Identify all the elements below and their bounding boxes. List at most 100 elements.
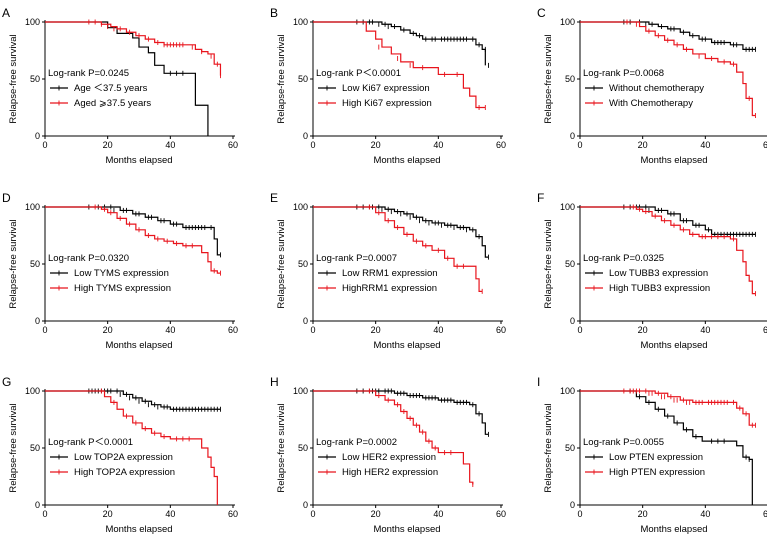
y-tick-label: 50 xyxy=(298,443,308,453)
y-tick-label: 50 xyxy=(565,443,575,453)
x-tick-label: 40 xyxy=(433,325,443,335)
y-tick-label: 50 xyxy=(298,74,308,84)
x-tick-label: 20 xyxy=(371,325,381,335)
survival-curve-red xyxy=(45,21,222,76)
survival-curve-black xyxy=(313,21,486,66)
y-axis-label: Relapse-free survival xyxy=(276,403,287,492)
x-tick-label: 60 xyxy=(496,140,506,150)
x-axis-label: Months elapsed xyxy=(105,524,172,535)
y-axis-label: Relapse-free survival xyxy=(8,219,19,308)
legend-label: Low Ki67 expression xyxy=(342,83,430,94)
legend-label: Low TUBB3 expression xyxy=(609,268,708,279)
km-panel-e: E 0 20 40 60 0 50 100 Months elapsed Relapse-free… xyxy=(270,191,506,351)
survival-curve-red xyxy=(313,21,486,109)
y-axis-label: Relapse-free survival xyxy=(276,34,287,123)
legend-label: With Chemotherapy xyxy=(609,98,693,109)
km-panel-h: H 0 20 40 60 0 50 100 Months elapsed Relapse-free… xyxy=(270,375,506,535)
y-tick-label: 50 xyxy=(30,443,40,453)
x-tick-label: 0 xyxy=(577,140,582,150)
x-tick-label: 60 xyxy=(763,325,767,335)
y-tick-label: 100 xyxy=(25,202,40,212)
survival-curve-red xyxy=(45,390,218,505)
x-tick-label: 60 xyxy=(763,140,767,150)
x-axis-label: Months elapsed xyxy=(640,340,707,351)
x-axis-label: Months elapsed xyxy=(105,340,172,351)
x-tick-label: 40 xyxy=(700,509,710,519)
x-tick-label: 20 xyxy=(371,140,381,150)
panel-label: F xyxy=(537,191,544,205)
survival-curve-black xyxy=(313,390,489,435)
x-tick-label: 60 xyxy=(496,509,506,519)
x-tick-label: 0 xyxy=(42,325,47,335)
logrank-pvalue: Log-rank P=0.0007 xyxy=(316,253,397,264)
panel-label: E xyxy=(270,191,278,205)
legend-label: HighRRM1 expression xyxy=(342,283,437,294)
x-tick-label: 40 xyxy=(433,140,443,150)
km-panel-d: D 0 20 40 60 0 50 100 Months elapsed Relapse-free… xyxy=(2,191,238,351)
panel-label: I xyxy=(537,375,540,389)
y-tick-label: 0 xyxy=(570,316,575,326)
survival-curve-black xyxy=(313,206,489,258)
legend-label: Low RRM1 expression xyxy=(342,268,438,279)
logrank-pvalue: Log-rank P=0.0055 xyxy=(583,437,664,448)
survival-curve-black xyxy=(45,21,209,136)
panel-label: A xyxy=(2,6,10,20)
y-axis-label: Relapse-free survival xyxy=(8,34,19,123)
x-tick-label: 40 xyxy=(165,509,175,519)
logrank-pvalue: Log-rank P＜0.0001 xyxy=(316,68,401,79)
legend-label: High TUBB3 expression xyxy=(609,283,710,294)
km-panel-a: A 0 20 40 60 0 50 100 Months elapsed Relapse-free… xyxy=(2,6,238,166)
y-tick-label: 0 xyxy=(303,131,308,141)
survival-curve-black xyxy=(580,390,753,505)
survival-curve-red xyxy=(45,206,221,274)
y-tick-label: 100 xyxy=(293,386,308,396)
logrank-pvalue: Log-rank P=0.0320 xyxy=(48,253,129,264)
x-tick-label: 0 xyxy=(42,509,47,519)
y-tick-label: 0 xyxy=(303,316,308,326)
x-tick-label: 60 xyxy=(228,325,238,335)
x-axis-label: Months elapsed xyxy=(105,155,172,166)
x-axis-label: Months elapsed xyxy=(373,155,440,166)
x-tick-label: 20 xyxy=(103,325,113,335)
logrank-pvalue: Log-rank P＜0.0001 xyxy=(48,437,133,448)
x-axis-label: Months elapsed xyxy=(373,524,440,535)
y-axis-label: Relapse-free survival xyxy=(276,219,287,308)
x-tick-label: 40 xyxy=(700,325,710,335)
legend-label: High Ki67 expression xyxy=(342,98,432,109)
km-panel-b: B 0 20 40 60 0 50 100 Months elapsed Relapse-free… xyxy=(270,6,506,166)
y-tick-label: 100 xyxy=(560,386,575,396)
y-axis-label: Relapse-free survival xyxy=(543,34,554,123)
logrank-pvalue: Log-rank P=0.0325 xyxy=(583,253,664,264)
survival-curve-black xyxy=(45,206,221,256)
legend-label: Low TYMS expression xyxy=(74,268,169,279)
x-tick-label: 20 xyxy=(103,140,113,150)
x-tick-label: 20 xyxy=(103,509,113,519)
x-tick-label: 40 xyxy=(165,140,175,150)
x-tick-label: 60 xyxy=(763,509,767,519)
logrank-pvalue: Log-rank P=0.0002 xyxy=(316,437,397,448)
x-tick-label: 40 xyxy=(165,325,175,335)
survival-curve-black xyxy=(580,206,756,235)
x-tick-label: 20 xyxy=(638,325,648,335)
survival-curve-black xyxy=(45,390,221,410)
survival-curve-red xyxy=(313,390,474,485)
legend-label: Age ＜37.5 years xyxy=(74,83,148,94)
panel-label: G xyxy=(2,375,11,389)
y-tick-label: 50 xyxy=(565,74,575,84)
y-tick-label: 0 xyxy=(303,500,308,510)
legend-label: Without chemotherapy xyxy=(609,83,704,94)
survival-curve-red xyxy=(580,390,756,426)
y-tick-label: 0 xyxy=(570,500,575,510)
x-tick-label: 20 xyxy=(638,140,648,150)
survival-curve-red xyxy=(580,206,756,295)
x-tick-label: 0 xyxy=(310,325,315,335)
x-tick-label: 20 xyxy=(371,509,381,519)
panel-label: B xyxy=(270,6,278,20)
y-axis-label: Relapse-free survival xyxy=(543,219,554,308)
panel-label: D xyxy=(2,191,11,205)
y-tick-label: 100 xyxy=(293,17,308,27)
legend-label: High PTEN expression xyxy=(609,467,705,478)
km-panel-i: I 0 20 40 60 0 50 100 Months elapsed Relapse-free… xyxy=(537,375,767,535)
logrank-pvalue: Log-rank P=0.0245 xyxy=(48,68,129,79)
y-tick-label: 50 xyxy=(565,259,575,269)
